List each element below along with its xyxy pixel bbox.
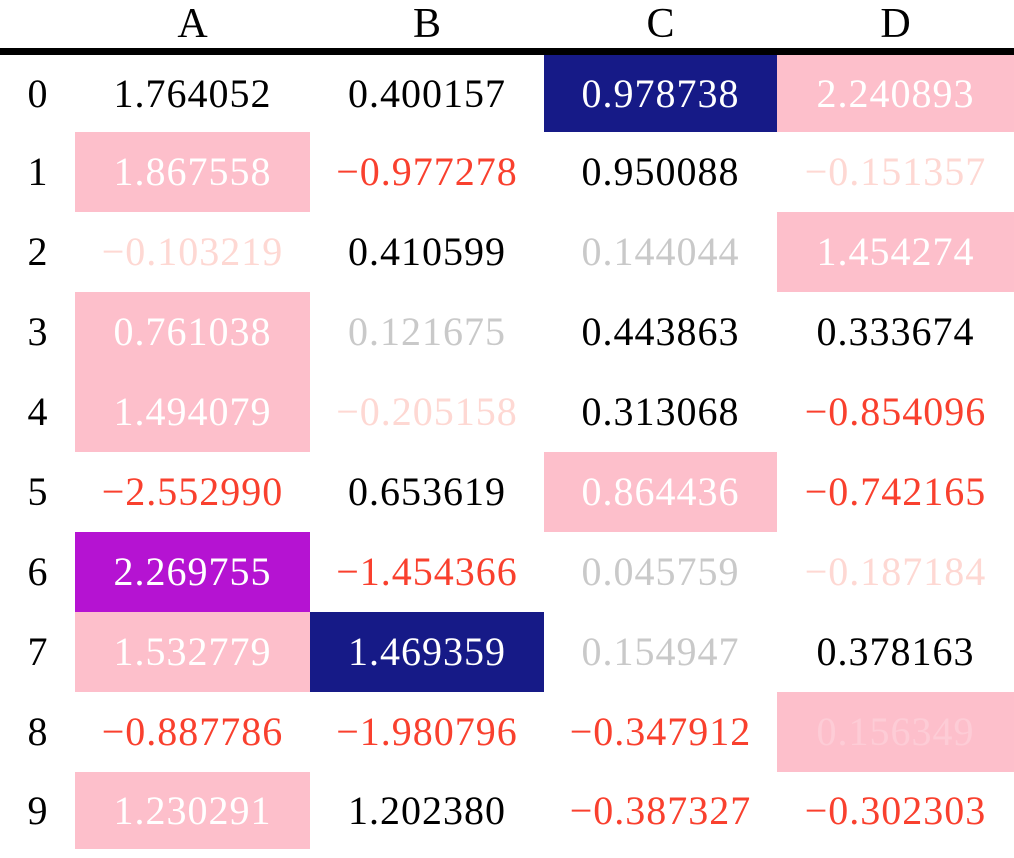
row-index: 3 <box>27 309 48 354</box>
cell-b: 0.653619 <box>348 469 506 514</box>
cell-a: −0.887786 <box>101 709 284 754</box>
cell-c: 0.864436 <box>544 451 777 532</box>
cell-d: 0.156349 <box>777 691 1014 772</box>
cell-c: 0.313068 <box>581 389 740 434</box>
col-header-d: D <box>777 0 1014 55</box>
cell-b: 1.469359 <box>310 611 544 692</box>
cell-b: −0.205158 <box>336 389 518 434</box>
table-row: 8 −0.887786 −1.980796 −0.347912 0.156349 <box>0 691 1014 772</box>
row-index: 8 <box>27 709 48 754</box>
cell-a: 1.494079 <box>75 371 310 452</box>
table-row: 3 0.761038 0.121675 0.443863 0.333674 <box>0 291 1014 372</box>
cell-c: 0.144044 <box>581 229 740 274</box>
row-index: 2 <box>27 229 48 274</box>
table-row: 9 1.230291 1.202380 −0.387327 −0.302303 <box>0 771 1014 849</box>
row-index: 0 <box>27 70 48 116</box>
col-header-a: A <box>75 0 310 55</box>
cell-d: −0.187184 <box>804 549 987 594</box>
cell-a: 0.761038 <box>75 291 310 372</box>
cell-c: 0.443863 <box>581 309 740 354</box>
row-index: 6 <box>27 549 48 594</box>
cell-d: 2.240893 <box>777 51 1014 132</box>
cell-b: −0.977278 <box>336 149 518 194</box>
cell-c: −0.347912 <box>569 709 752 754</box>
cell-d: 0.378163 <box>816 629 975 674</box>
table-row: 0 1.764052 0.400157 0.978738 2.240893 <box>0 51 1014 132</box>
cell-c: 0.950088 <box>581 149 740 194</box>
cell-d: −0.854096 <box>804 389 987 434</box>
cell-d: 0.333674 <box>816 309 975 354</box>
cell-d: 1.454274 <box>777 211 1014 292</box>
cell-a: 1.532779 <box>75 611 310 692</box>
cell-a: 2.269755 <box>75 531 310 612</box>
cell-c: 0.154947 <box>581 629 740 674</box>
cell-a: −2.552990 <box>101 469 284 514</box>
col-header-c: C <box>544 0 777 55</box>
table-row: 2 −0.103219 0.410599 0.144044 1.454274 <box>0 211 1014 292</box>
table-row: 1 1.867558 −0.977278 0.950088 −0.151357 <box>0 131 1014 212</box>
cell-a: 1.230291 <box>75 771 310 849</box>
table-row: 5 −2.552990 0.653619 0.864436 −0.742165 <box>0 451 1014 532</box>
cell-c: −0.387327 <box>569 787 752 833</box>
cell-d: −0.151357 <box>804 149 987 194</box>
cell-d: −0.742165 <box>804 469 987 514</box>
cell-a: −0.103219 <box>101 229 284 274</box>
header-row: A B C D <box>0 0 1014 55</box>
row-index: 5 <box>27 469 48 514</box>
row-index: 4 <box>27 389 48 434</box>
table-row: 6 2.269755 −1.454366 0.045759 −0.187184 <box>0 531 1014 612</box>
row-index: 7 <box>27 629 48 674</box>
row-index: 9 <box>27 787 48 833</box>
cell-b: 1.202380 <box>348 787 506 833</box>
col-header-b: B <box>310 0 544 55</box>
cell-b: 0.410599 <box>348 229 506 274</box>
table-row: 7 1.532779 1.469359 0.154947 0.378163 <box>0 611 1014 692</box>
cell-b: −1.454366 <box>336 549 518 594</box>
cell-d: −0.302303 <box>804 787 987 833</box>
table-row: 4 1.494079 −0.205158 0.313068 −0.854096 <box>0 371 1014 452</box>
row-index: 1 <box>27 149 48 194</box>
cell-a: 1.764052 <box>113 70 272 116</box>
index-header <box>0 0 75 55</box>
cell-c: 0.045759 <box>581 549 740 594</box>
cell-b: 0.400157 <box>348 70 506 116</box>
cell-c: 0.978738 <box>544 51 777 132</box>
cell-b: 0.121675 <box>348 309 506 354</box>
cell-b: −1.980796 <box>336 709 518 754</box>
cell-a: 1.867558 <box>75 131 310 212</box>
